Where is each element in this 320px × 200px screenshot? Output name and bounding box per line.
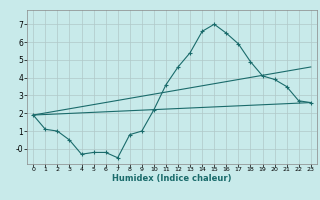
X-axis label: Humidex (Indice chaleur): Humidex (Indice chaleur) [112,174,232,183]
